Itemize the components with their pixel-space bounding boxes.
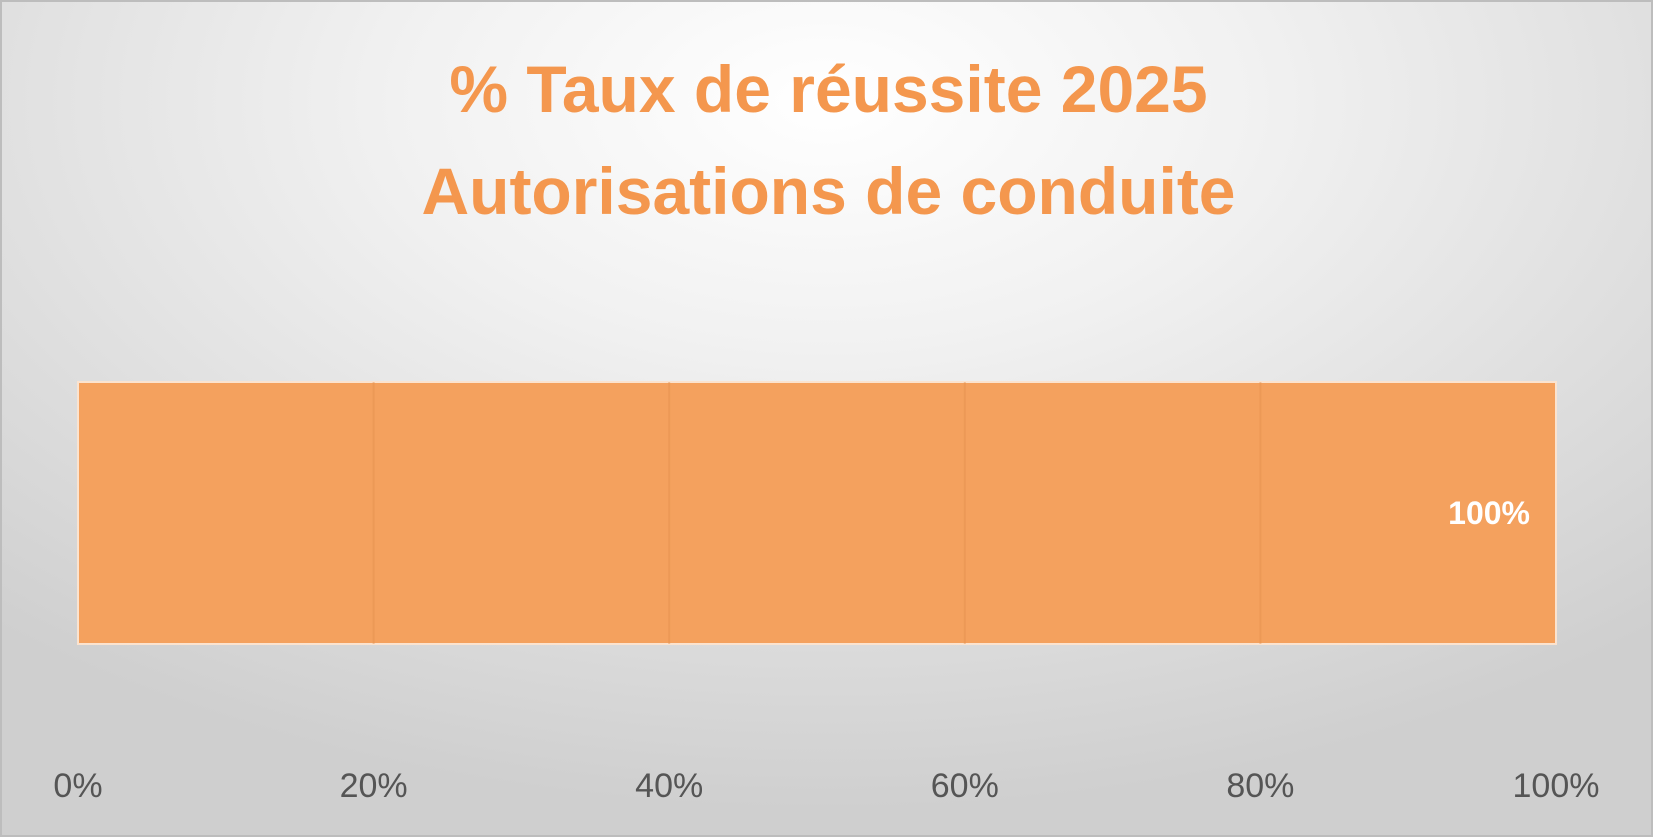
x-tick-label-2: 40% [635,767,703,805]
bar-0 [77,381,1557,645]
chart-title-line-1: % Taux de réussite 2025 [449,52,1208,126]
x-tick-label-0: 0% [53,767,102,805]
x-tick-label-5: 100% [1513,767,1600,805]
bar-data-label-0: 100% [1448,495,1530,531]
x-tick-label-3: 60% [931,767,999,805]
x-tick-label-4: 80% [1226,767,1294,805]
x-tick-label-1: 20% [340,767,408,805]
chart-title-line-2: Autorisations de conduite [421,154,1236,228]
